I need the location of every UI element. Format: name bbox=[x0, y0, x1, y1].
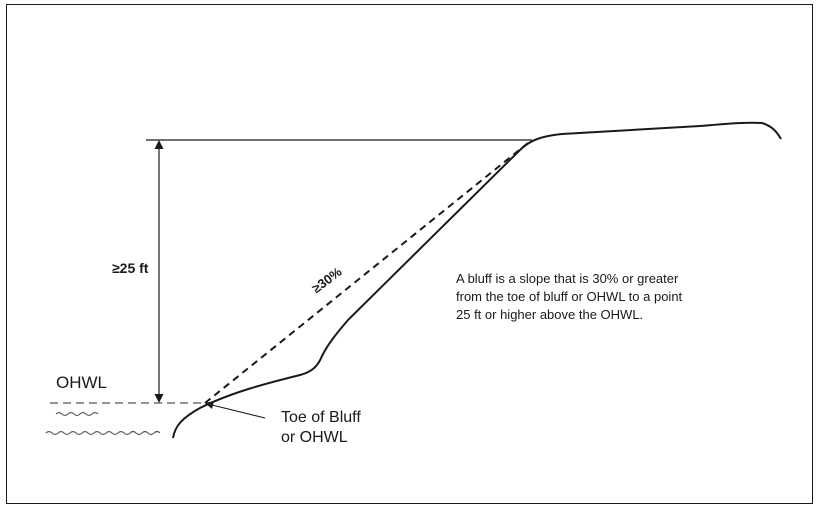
arrow-up-icon bbox=[154, 140, 164, 149]
height-label: ≥25 ft bbox=[112, 260, 149, 276]
water-wave-icon bbox=[45, 430, 161, 436]
diagram-frame bbox=[6, 4, 813, 504]
ohwl-label: OHWL bbox=[56, 373, 107, 392]
toe-label-line1: Toe of Bluff bbox=[281, 409, 361, 426]
toe-label: Toe of Bluff or OHWL bbox=[281, 408, 361, 448]
definition-line: 25 ft or higher above the OHWL. bbox=[456, 307, 644, 322]
toe-leader-line bbox=[211, 404, 266, 419]
bluff-definition-text: A bluff is a slope that is 30% or greate… bbox=[456, 270, 786, 324]
slope-dashed-line bbox=[204, 142, 529, 404]
arrow-left-icon bbox=[205, 401, 214, 409]
arrow-down-icon bbox=[154, 394, 164, 403]
definition-line: from the toe of bluff or OHWL to a point bbox=[456, 289, 683, 304]
water-wave-icon bbox=[55, 411, 99, 417]
definition-line: A bluff is a slope that is 30% or greate… bbox=[456, 271, 679, 286]
toe-label-line2: or OHWL bbox=[281, 429, 348, 446]
